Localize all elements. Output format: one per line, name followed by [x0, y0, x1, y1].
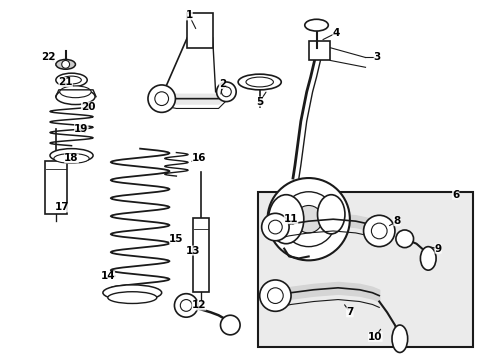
Text: 20: 20: [81, 102, 95, 112]
Text: 5: 5: [256, 96, 263, 107]
Text: 1: 1: [185, 10, 192, 21]
Text: 8: 8: [392, 216, 400, 226]
Text: 2: 2: [218, 79, 225, 89]
Circle shape: [267, 288, 283, 303]
Text: 9: 9: [434, 244, 441, 253]
Bar: [193, 218, 208, 292]
Text: 13: 13: [185, 246, 200, 256]
Circle shape: [216, 82, 236, 102]
Circle shape: [155, 92, 168, 105]
Text: 17: 17: [54, 202, 69, 212]
Ellipse shape: [268, 195, 303, 244]
Text: 21: 21: [58, 77, 73, 87]
Text: 16: 16: [191, 153, 206, 163]
Ellipse shape: [102, 285, 162, 301]
Text: 10: 10: [367, 332, 382, 342]
Ellipse shape: [56, 59, 75, 69]
Text: 14: 14: [100, 271, 115, 281]
Text: 11: 11: [283, 214, 298, 224]
Circle shape: [363, 215, 394, 247]
Circle shape: [267, 178, 349, 260]
Bar: [45, 161, 66, 214]
Circle shape: [61, 60, 69, 68]
Ellipse shape: [317, 195, 344, 234]
Bar: [187, 13, 212, 48]
Ellipse shape: [56, 73, 87, 87]
Text: 19: 19: [74, 124, 88, 134]
Text: 6: 6: [451, 190, 458, 200]
Text: 4: 4: [332, 28, 339, 38]
Circle shape: [148, 85, 175, 112]
Circle shape: [261, 213, 288, 241]
Circle shape: [220, 315, 240, 335]
Ellipse shape: [107, 292, 157, 303]
Text: 12: 12: [191, 301, 206, 310]
Circle shape: [221, 87, 231, 97]
Ellipse shape: [420, 247, 435, 270]
Ellipse shape: [391, 325, 407, 352]
Text: 15: 15: [169, 234, 183, 244]
Ellipse shape: [245, 77, 273, 87]
Bar: [308, 41, 329, 60]
Text: 7: 7: [346, 307, 353, 317]
Circle shape: [371, 223, 386, 239]
Ellipse shape: [56, 89, 95, 104]
Circle shape: [174, 294, 198, 317]
Ellipse shape: [61, 76, 81, 84]
Bar: [257, 192, 472, 347]
Ellipse shape: [50, 149, 93, 162]
Circle shape: [294, 206, 322, 233]
Ellipse shape: [54, 153, 89, 163]
Text: 22: 22: [41, 53, 55, 63]
Ellipse shape: [304, 19, 327, 31]
Circle shape: [281, 192, 335, 247]
Ellipse shape: [60, 86, 91, 98]
Text: 18: 18: [64, 153, 79, 163]
Text: 3: 3: [373, 53, 380, 63]
Circle shape: [259, 280, 290, 311]
Circle shape: [395, 230, 413, 248]
Circle shape: [268, 220, 282, 234]
Circle shape: [180, 300, 192, 311]
Ellipse shape: [238, 74, 281, 90]
